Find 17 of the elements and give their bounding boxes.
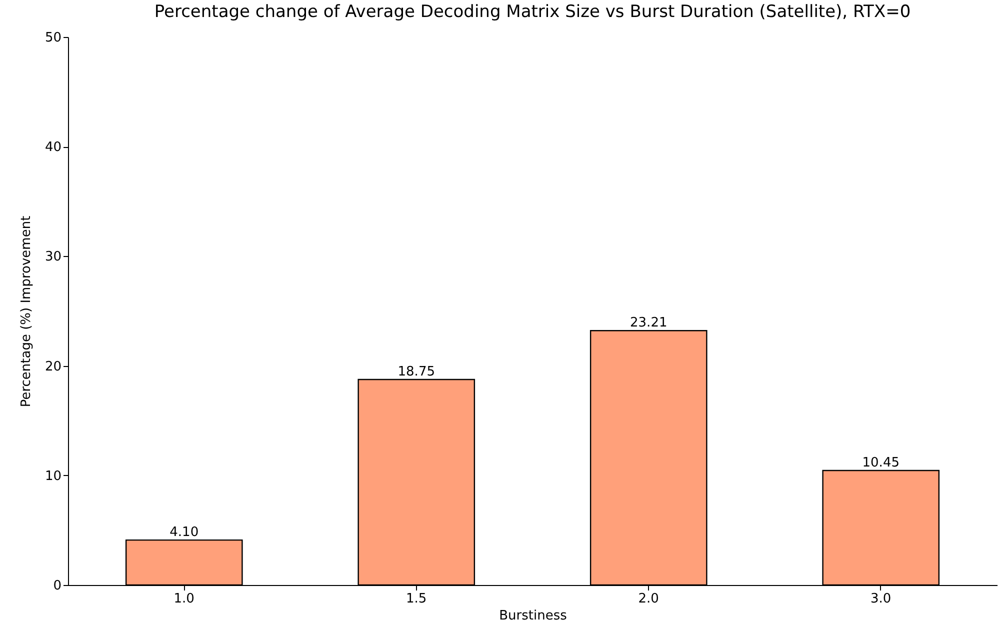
y-tick-label: 10 [44, 468, 62, 484]
y-tick-label: 40 [44, 140, 62, 156]
x-tick-label: 2.0 [638, 592, 659, 606]
y-axis-title: Percentage (%) Improvement [18, 216, 34, 408]
y-tick-label: 50 [44, 30, 62, 46]
chart-title: Percentage change of Average Decoding Matrix Size vs Burst Duration (Satellite), RTX=0 [154, 2, 911, 22]
y-tick-label: 30 [44, 250, 62, 265]
y-tick-label: 0 [53, 578, 62, 594]
data-label: 10.45 [862, 455, 900, 470]
x-tick-label: 1.5 [406, 592, 427, 606]
y-tick-label: 20 [44, 359, 62, 374]
data-label: 4.10 [170, 525, 199, 540]
x-axis-title: Burstiness [499, 608, 568, 624]
x-tick-label: 3.0 [870, 592, 892, 606]
data-label: 23.21 [630, 316, 668, 331]
data-label: 18.75 [398, 364, 435, 380]
x-tick-label: 1.0 [174, 592, 194, 606]
